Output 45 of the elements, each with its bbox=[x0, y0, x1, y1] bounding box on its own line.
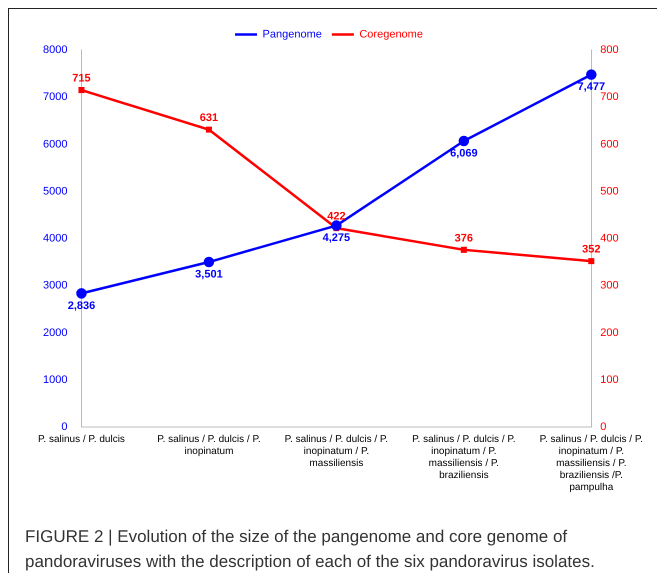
data-label: 352 bbox=[582, 244, 600, 256]
y-tick-label: 2000 bbox=[42, 326, 68, 339]
y2-tick-label: 500 bbox=[600, 185, 619, 198]
y2-tick-label: 600 bbox=[600, 138, 619, 150]
data-label: 6,069 bbox=[450, 148, 478, 160]
data-label: 4,275 bbox=[322, 232, 350, 244]
point bbox=[458, 136, 470, 146]
data-label: 422 bbox=[327, 210, 346, 223]
legend-label: Pangenome bbox=[262, 28, 322, 41]
point bbox=[206, 126, 212, 133]
y-tick-label: 6000 bbox=[42, 138, 68, 150]
data-label: 3,501 bbox=[195, 268, 223, 281]
point bbox=[78, 87, 84, 94]
y-tick-label: 0 bbox=[61, 421, 68, 434]
caption: FIGURE 2 | Evolution of the size of the pangenome and core genome of pandoraviruses with the description of each of the six pandoravirus isolates. bbox=[25, 526, 596, 573]
y2-tick-label: 400 bbox=[600, 232, 619, 245]
y2-tick-label: 100 bbox=[600, 374, 619, 386]
y-tick-label: 5000 bbox=[42, 185, 68, 198]
data-label: 715 bbox=[72, 72, 91, 85]
data-label: 2,836 bbox=[68, 300, 96, 312]
point bbox=[331, 220, 342, 231]
data-label: 631 bbox=[200, 112, 218, 124]
y2-tick-label: 700 bbox=[600, 91, 619, 104]
x-tick-label: P. salinus / P. dulcis / P. inopinatum / P. massiliensis / P. braziliensis /P. pampulha bbox=[540, 434, 644, 493]
data-label: 376 bbox=[454, 232, 474, 244]
data-label: 7,477 bbox=[578, 81, 606, 94]
y2-tick-label: 300 bbox=[600, 280, 619, 292]
point bbox=[588, 258, 594, 264]
y-tick-label: 3000 bbox=[42, 280, 68, 292]
y-tick-label: 7000 bbox=[42, 91, 68, 104]
point bbox=[586, 69, 597, 80]
point bbox=[204, 256, 214, 268]
y-tick-label: 8000 bbox=[42, 44, 68, 56]
x-tick-label: P. salinus / P. dulcis / P. inopinatum bbox=[157, 434, 261, 457]
legend-label: Coregenome bbox=[359, 28, 423, 41]
point bbox=[76, 288, 87, 299]
x-tick-label: P. salinus / P. dulcis / P. inopinatum / P. massiliensis / P. braziliensis bbox=[412, 434, 516, 481]
y2-tick-label: 200 bbox=[600, 326, 619, 339]
point bbox=[460, 246, 467, 253]
x-tick-label: P. salinus / P. dulcis bbox=[38, 434, 125, 445]
y-tick-label: 4000 bbox=[42, 232, 68, 245]
y-tick-label: 1000 bbox=[42, 374, 68, 386]
x-tick-label: P. salinus / P. dulcis / P. inopinatum / P. massiliensis bbox=[284, 434, 388, 469]
y2-tick-label: 0 bbox=[600, 421, 606, 434]
y2-tick-label: 800 bbox=[600, 44, 619, 56]
